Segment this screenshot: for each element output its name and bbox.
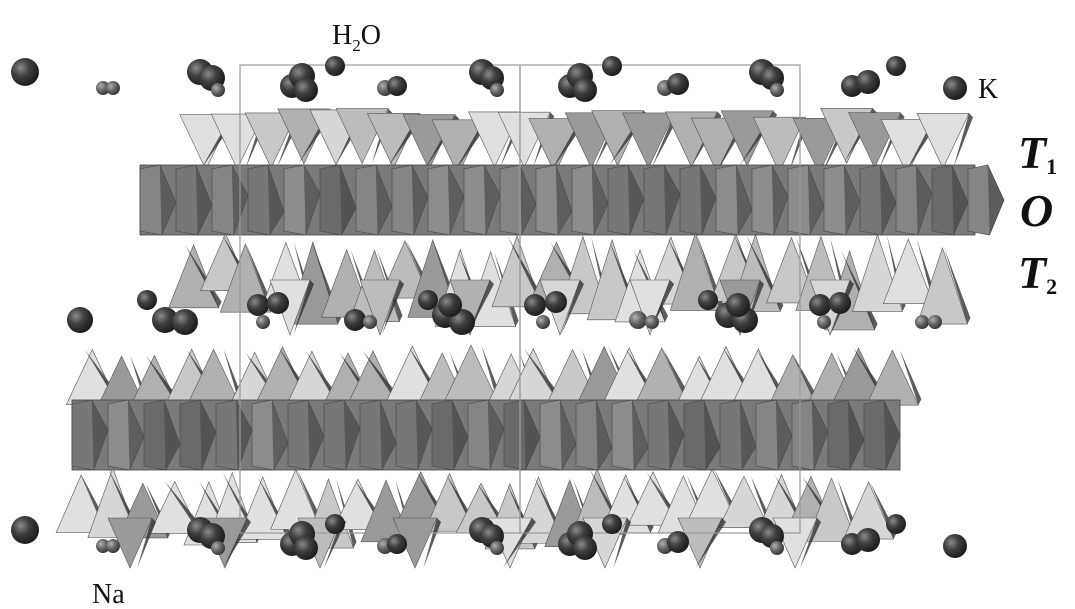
tetrahedron [623,113,675,168]
potassium-atom [67,307,93,333]
sodium-atom [363,315,377,329]
sodium-atom [770,541,784,555]
potassium-atom [667,531,689,553]
potassium-atom [172,309,198,335]
polyhedra [56,108,1004,568]
potassium-atom [137,290,157,310]
label-part: T [1018,127,1048,178]
potassium-atom [325,514,345,534]
potassium-atom [829,292,851,314]
potassium-atom [267,292,289,314]
label-part: O [361,20,381,51]
potassium-label: K [978,74,998,105]
potassium-atom [667,73,689,95]
potassium-atom [573,536,597,560]
sodium-atom [645,315,659,329]
sodium-atom [536,315,550,329]
potassium-atom [886,56,906,76]
potassium-atom [294,536,318,560]
potassium-atom [943,76,967,100]
label-sub: 2 [352,36,361,55]
potassium-atom [545,291,567,313]
label-part: T [1018,247,1048,298]
sodium-atom [256,315,270,329]
sodium-atom [490,541,504,555]
sodium-atom [770,83,784,97]
water-label: H2O [332,20,381,55]
sodium-atom [106,539,120,553]
sodium-atom [211,83,225,97]
label-part: H [332,20,352,51]
sodium-label: Na [92,579,125,609]
t1-label: T1 [1018,127,1057,179]
sodium-atom [817,315,831,329]
potassium-atom [387,76,407,96]
potassium-atom [856,70,880,94]
potassium-atom [325,56,345,76]
sodium-atom [490,83,504,97]
label-sub: 1 [1046,154,1057,179]
potassium-atom [602,514,622,534]
potassium-atom [387,534,407,554]
sodium-atom [928,315,942,329]
o-label: O [1020,185,1053,236]
sodium-atom [629,311,647,329]
potassium-atom [809,294,831,316]
sodium-atom [915,315,929,329]
label-sub: 2 [1046,274,1057,299]
potassium-atom [856,528,880,552]
potassium-atom [726,293,750,317]
potassium-atom [344,309,366,331]
potassium-atom [602,56,622,76]
potassium-atom [11,516,39,544]
potassium-atom [573,78,597,102]
sodium-atom [106,81,120,95]
octahedron-face [988,165,1004,235]
sodium-atom [211,541,225,555]
potassium-atom [698,290,718,310]
structure-figure: H2O K Na T1 O T2 [0,0,1075,609]
potassium-atom [11,58,39,86]
t2-label: T2 [1018,247,1057,299]
potassium-atom [943,534,967,558]
potassium-atom [524,294,546,316]
potassium-atom [247,294,269,316]
potassium-atom [294,78,318,102]
potassium-atom [438,293,462,317]
potassium-atom [886,514,906,534]
